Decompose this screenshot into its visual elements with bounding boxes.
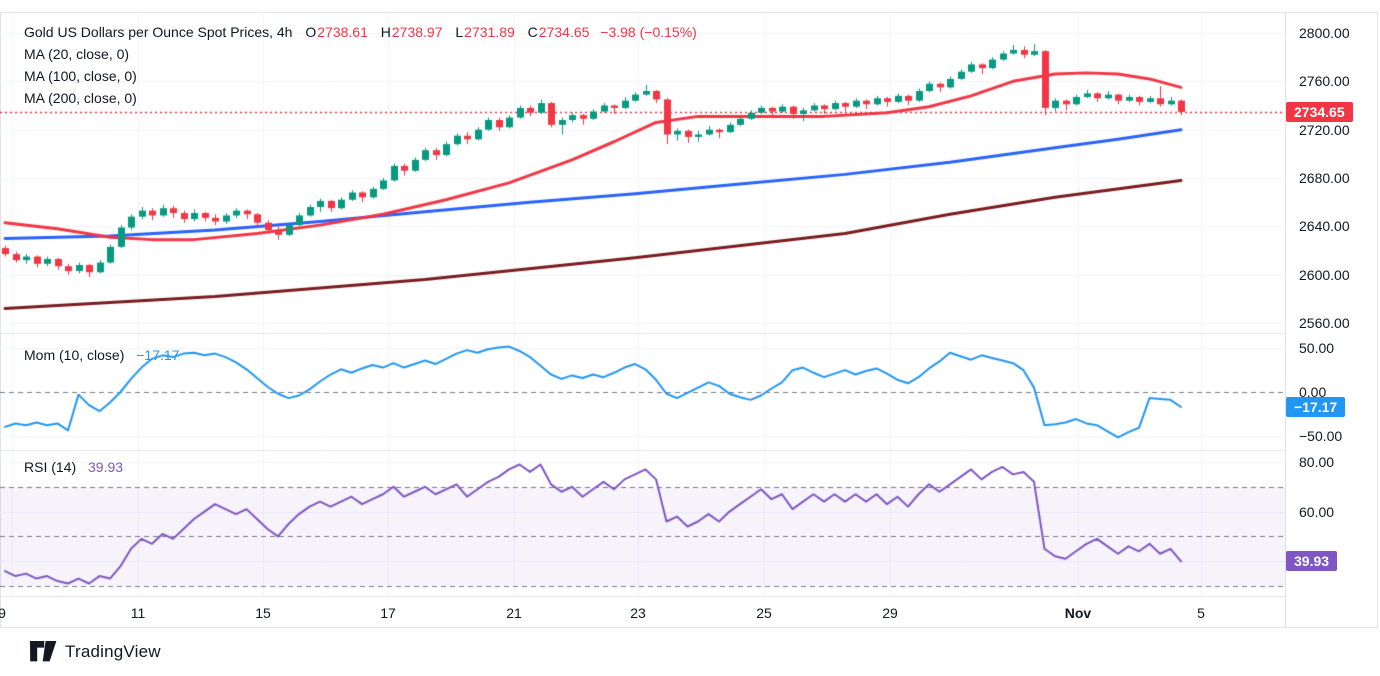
last-price-badge: 2734.65 bbox=[1286, 101, 1353, 122]
momentum-value-badge: −17.17 bbox=[1286, 396, 1346, 417]
tradingview-icon bbox=[30, 641, 57, 662]
rsi-value-badge: 39.93 bbox=[1286, 551, 1338, 572]
brand-name: TradingView bbox=[65, 641, 161, 661]
chart-canvas[interactable] bbox=[0, 0, 1285, 628]
footer: TradingView bbox=[0, 628, 1380, 676]
price-axis-separator bbox=[1285, 12, 1286, 628]
tradingview-logo[interactable]: TradingView bbox=[30, 641, 161, 662]
